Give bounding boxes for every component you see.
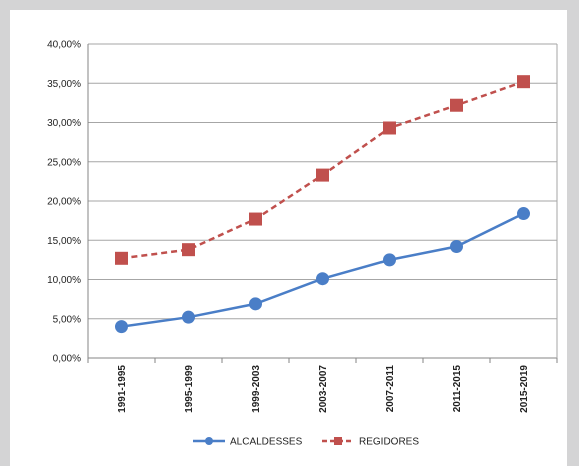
series-group: [115, 75, 530, 334]
data-point: [182, 310, 195, 324]
data-point: [115, 320, 128, 334]
x-tick-label: 2007-2011: [385, 365, 396, 413]
data-point: [450, 98, 463, 112]
y-tick-label: 40,00%: [47, 40, 81, 51]
y-tick-label: 25,00%: [47, 157, 81, 168]
x-tick-label: 2011-2015: [452, 365, 463, 413]
y-tick-label: 35,00%: [47, 79, 81, 90]
legend-label: ALCALDESSES: [230, 437, 303, 448]
y-tick-labels: 0,00% 5,00% 10,00% 15,00% 20,00% 25,00% 30,00%…: [47, 40, 81, 365]
legend-marker: [205, 437, 213, 445]
y-tick-label: 10,00%: [47, 275, 81, 286]
y-tick-label: 30,00%: [47, 118, 81, 129]
legend-label: REGIDORES: [359, 437, 419, 448]
data-point: [383, 253, 396, 267]
data-point: [249, 297, 262, 311]
data-point: [249, 212, 262, 226]
y-tick-label: 15,00%: [47, 236, 81, 247]
data-point: [316, 168, 329, 182]
legend: ALCALDESSES REGIDORES: [193, 437, 419, 448]
x-tick-label: 2003-2007: [318, 365, 329, 413]
data-point: [517, 75, 530, 89]
data-point: [517, 207, 530, 221]
x-tick-label: 2015-2019: [519, 365, 530, 413]
series-line-alcaldesses: [121, 212, 525, 328]
x-tick-label: 1999-2003: [251, 365, 262, 413]
x-tick-label: 1995-1999: [184, 365, 195, 413]
data-point: [450, 240, 463, 254]
x-tick-labels: 1991-1995 1995-1999 1999-2003 2003-2007 2007…: [117, 365, 530, 413]
y-tick-label: 0,00%: [53, 354, 81, 365]
y-tick-label: 5,00%: [53, 314, 81, 325]
data-point: [115, 251, 128, 265]
grid-lines: [88, 43, 557, 359]
legend-marker: [334, 437, 342, 445]
data-point: [316, 272, 329, 286]
y-tick-label: 20,00%: [47, 197, 81, 208]
axes: [87, 44, 558, 363]
data-point: [182, 243, 195, 257]
data-point: [383, 121, 396, 135]
x-tick-label: 1991-1995: [117, 365, 128, 413]
